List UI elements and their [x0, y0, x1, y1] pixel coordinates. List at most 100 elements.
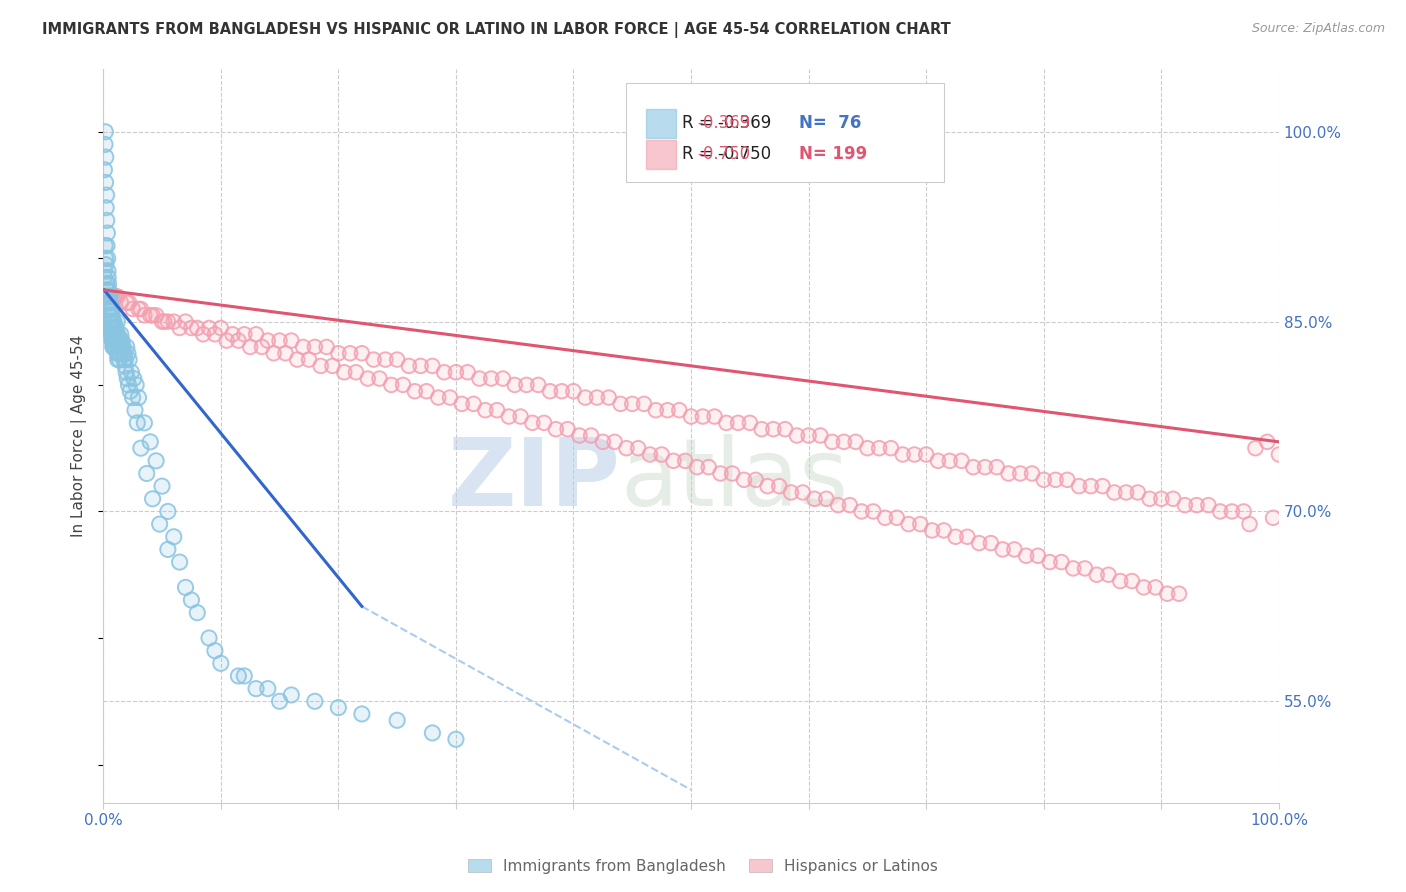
- Point: [644, 403, 666, 417]
- Text: -0.369: -0.369: [697, 114, 751, 132]
- Point: [93, 162, 115, 177]
- Point: [1050, 555, 1073, 569]
- Point: [1126, 485, 1149, 500]
- Point: [105, 334, 128, 348]
- Point: [1115, 485, 1137, 500]
- Point: [409, 359, 432, 373]
- Point: [950, 454, 973, 468]
- Point: [120, 384, 142, 399]
- Point: [100, 301, 122, 316]
- Point: [357, 371, 380, 385]
- Point: [709, 467, 731, 481]
- Point: [463, 397, 485, 411]
- Point: [139, 308, 162, 322]
- Point: [1161, 491, 1184, 506]
- Point: [115, 365, 138, 379]
- Point: [751, 422, 773, 436]
- Point: [96, 213, 118, 227]
- Point: [479, 371, 502, 385]
- Point: [1168, 587, 1191, 601]
- Point: [315, 340, 337, 354]
- Point: [105, 334, 128, 348]
- Point: [509, 409, 531, 424]
- Point: [129, 441, 152, 455]
- Point: [107, 352, 129, 367]
- Point: [100, 301, 122, 316]
- Point: [1244, 441, 1267, 455]
- Point: [344, 365, 367, 379]
- Point: [186, 606, 208, 620]
- Point: [180, 593, 202, 607]
- Point: [103, 327, 125, 342]
- Point: [104, 334, 127, 348]
- Point: [1002, 542, 1025, 557]
- Point: [868, 441, 890, 455]
- Point: [139, 434, 162, 449]
- Point: [681, 409, 703, 424]
- Point: [821, 434, 844, 449]
- Point: [745, 473, 768, 487]
- Point: [328, 700, 350, 714]
- Point: [457, 365, 479, 379]
- Point: [773, 422, 796, 436]
- Point: [862, 504, 884, 518]
- Point: [385, 352, 408, 367]
- Point: [1121, 574, 1143, 588]
- Point: [551, 384, 574, 399]
- Point: [598, 391, 620, 405]
- Point: [97, 264, 120, 278]
- Point: [103, 334, 125, 348]
- Point: [891, 448, 914, 462]
- Point: [651, 448, 673, 462]
- Point: [103, 340, 125, 354]
- Point: [96, 188, 118, 202]
- Point: [96, 226, 118, 240]
- Point: [101, 315, 124, 329]
- Point: [733, 473, 755, 487]
- Point: [832, 434, 855, 449]
- Point: [1209, 504, 1232, 518]
- Point: [149, 517, 172, 532]
- Point: [592, 434, 614, 449]
- Point: [422, 726, 444, 740]
- Point: [100, 315, 122, 329]
- Point: [256, 334, 278, 348]
- Point: [269, 694, 291, 708]
- Point: [150, 315, 173, 329]
- Point: [163, 530, 186, 544]
- Point: [111, 346, 134, 360]
- Point: [96, 238, 118, 252]
- Point: [509, 409, 531, 424]
- Point: [263, 346, 285, 360]
- Point: [568, 428, 591, 442]
- Point: [156, 504, 179, 518]
- Point: [586, 391, 609, 405]
- Point: [94, 252, 117, 266]
- Point: [792, 485, 814, 500]
- Point: [180, 593, 202, 607]
- Point: [808, 428, 831, 442]
- Point: [1109, 574, 1132, 588]
- Point: [101, 334, 124, 348]
- Point: [409, 359, 432, 373]
- Point: [609, 397, 631, 411]
- Point: [101, 315, 124, 329]
- Point: [121, 301, 143, 316]
- Point: [557, 422, 579, 436]
- Point: [945, 530, 967, 544]
- Point: [149, 517, 172, 532]
- Point: [350, 706, 373, 721]
- Point: [97, 301, 120, 316]
- Point: [98, 295, 121, 310]
- Point: [1032, 473, 1054, 487]
- Point: [444, 732, 467, 747]
- Point: [105, 334, 128, 348]
- Point: [479, 371, 502, 385]
- Point: [103, 315, 125, 329]
- Point: [112, 340, 135, 354]
- Point: [96, 283, 118, 297]
- Point: [803, 491, 825, 506]
- Point: [1097, 567, 1119, 582]
- Point: [880, 441, 903, 455]
- Point: [233, 327, 256, 342]
